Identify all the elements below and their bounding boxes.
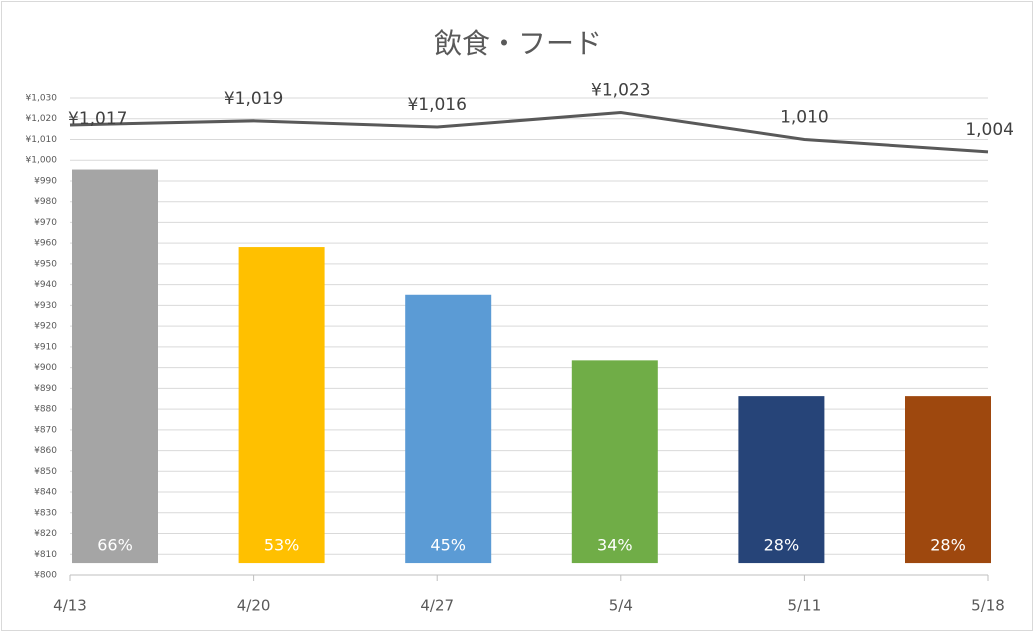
y-tick-label: ¥930 <box>34 301 57 311</box>
y-tick-label: ¥960 <box>34 239 57 249</box>
bar <box>238 247 325 564</box>
y-tick-label: ¥840 <box>34 488 57 498</box>
x-tick-label: 5/4 <box>609 597 633 615</box>
x-tick-label: 5/11 <box>788 597 822 615</box>
y-tick-label: ¥950 <box>34 259 57 269</box>
y-tick-label: ¥1,000 <box>26 156 58 166</box>
bar <box>72 169 158 564</box>
bar <box>405 294 492 564</box>
data-label: 1,010 <box>780 107 829 127</box>
y-tick-label: ¥800 <box>34 571 57 581</box>
data-label: ¥1,017 <box>68 109 127 129</box>
y-tick-label: ¥810 <box>34 550 57 560</box>
y-tick-label: ¥890 <box>34 384 57 394</box>
data-label: ¥1,016 <box>407 95 466 115</box>
line <box>69 111 989 154</box>
bar-label: 28% <box>764 536 800 555</box>
y-tick-label: ¥940 <box>34 280 57 290</box>
chart-title: 飲食・フード <box>434 27 602 60</box>
y-tick-label: ¥870 <box>34 425 57 435</box>
data-label: ¥1,023 <box>591 81 650 101</box>
y-tick-label: ¥850 <box>34 467 57 477</box>
y-tick-label: ¥880 <box>34 405 57 415</box>
x-tick-label: 4/13 <box>53 597 87 615</box>
bar <box>905 396 991 564</box>
y-tick-label: ¥980 <box>34 197 57 207</box>
y-tick-label: ¥910 <box>34 342 57 352</box>
bar <box>571 360 658 564</box>
data-label: 1,004 <box>965 120 1014 140</box>
bar-label: 66% <box>97 536 133 555</box>
data-label: ¥1,019 <box>224 89 283 109</box>
y-tick-label: ¥1,030 <box>26 94 58 104</box>
y-tick-label: ¥900 <box>34 363 57 373</box>
y-tick-label: ¥820 <box>34 529 57 539</box>
x-tick-label: 4/27 <box>420 597 454 615</box>
y-tick-label: ¥1,010 <box>26 135 58 145</box>
bar-label: 34% <box>597 536 633 555</box>
y-tick-label: ¥920 <box>34 322 57 332</box>
x-tick-label: 4/20 <box>237 597 271 615</box>
y-tick-label: ¥830 <box>34 508 57 518</box>
bar-label: 53% <box>264 536 300 555</box>
x-tick-label: 5/18 <box>971 597 1005 615</box>
y-tick-label: ¥1,020 <box>26 114 58 124</box>
bar <box>738 396 825 564</box>
y-tick-label: ¥990 <box>34 176 57 186</box>
y-tick-label: ¥970 <box>34 218 57 228</box>
bar-label: 45% <box>430 536 466 555</box>
bar-label: 28% <box>930 536 966 555</box>
y-tick-label: ¥860 <box>34 446 57 456</box>
